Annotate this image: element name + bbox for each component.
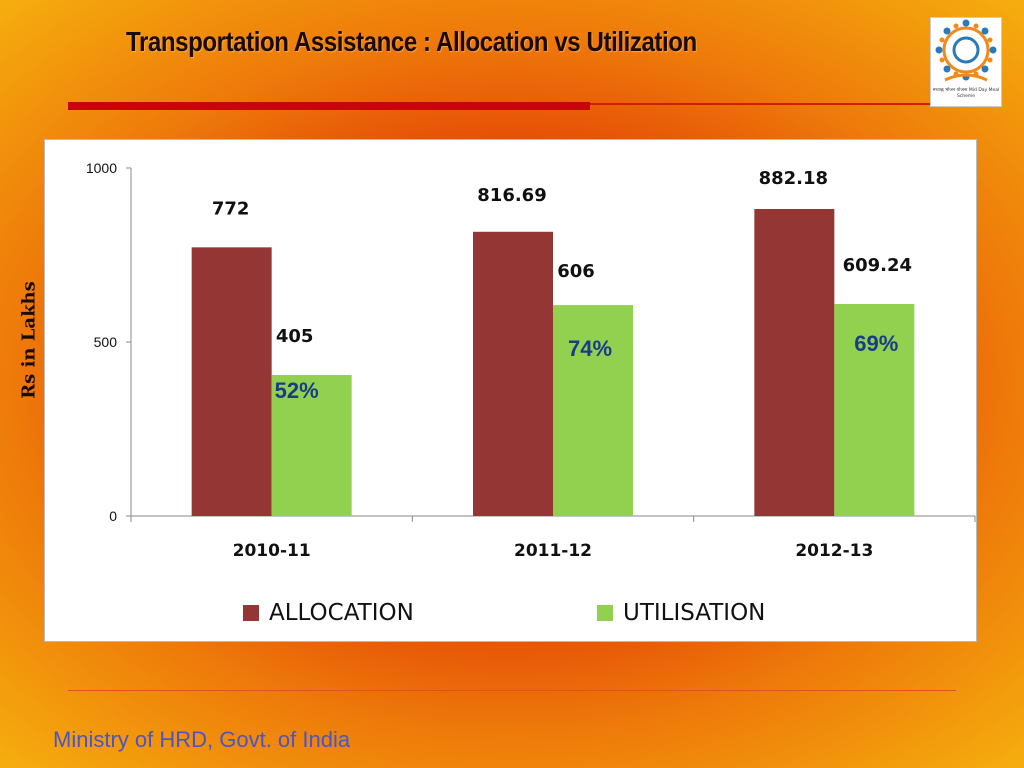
bar-utilisation [834, 303, 915, 516]
legend-utilisation: UTILISATION [597, 598, 765, 628]
y-axis-label: Rs in Lakhs [18, 281, 40, 399]
value-label-utilisation: 606 [557, 261, 595, 282]
utilisation-percent-label: 74% [568, 336, 612, 361]
utilisation-percent-label: 52% [275, 378, 319, 403]
title-rule-thin [590, 103, 930, 105]
legend-swatch-utilisation [597, 605, 613, 621]
bar-utilisation [553, 305, 633, 516]
bar-allocation [754, 209, 835, 517]
legend-allocation: ALLOCATION [243, 598, 414, 628]
y-tick-label: 0 [109, 508, 117, 524]
y-tick-label: 1000 [86, 160, 117, 176]
title-rule-thick [68, 102, 590, 110]
legend-swatch-allocation [243, 605, 259, 621]
value-label-utilisation: 405 [276, 326, 314, 347]
legend-label-utilisation: UTILISATION [623, 600, 766, 626]
logo-caption: मध्याह्न भोजन योजना Mid Day Meal Scheme [932, 88, 1000, 99]
value-label-allocation: 772 [212, 198, 250, 219]
y-tick-label: 500 [94, 334, 118, 350]
value-label-utilisation: 609.24 [843, 255, 912, 276]
slide-title: Transportation Assistance : Allocation v… [126, 26, 697, 57]
x-category-label: 2012-13 [795, 541, 873, 561]
value-label-allocation: 816.69 [477, 185, 546, 206]
bar-allocation [473, 231, 553, 516]
x-category-label: 2011-12 [514, 541, 592, 561]
x-category-label: 2010-11 [233, 541, 311, 561]
logo-emblem-icon [935, 19, 997, 82]
footer-rule [68, 690, 956, 691]
mid-day-meal-logo: मध्याह्न भोजन योजना Mid Day Meal Scheme [930, 17, 1002, 107]
value-label-allocation: 882.18 [759, 168, 828, 189]
bar-allocation [191, 247, 272, 516]
chart-panel: 0 500 1000 772 405 52% 2010-11 816.69 606 74% 2011… [44, 139, 977, 642]
utilisation-percent-label: 69% [854, 331, 898, 356]
footer-text: Ministry of HRD, Govt. of India [53, 727, 351, 752]
bar-chart: 0 500 1000 772 405 52% 2010-11 816.69 606 74% 2011… [86, 160, 976, 561]
legend-label-allocation: ALLOCATION [269, 600, 414, 626]
bar-utilisation [271, 375, 352, 516]
